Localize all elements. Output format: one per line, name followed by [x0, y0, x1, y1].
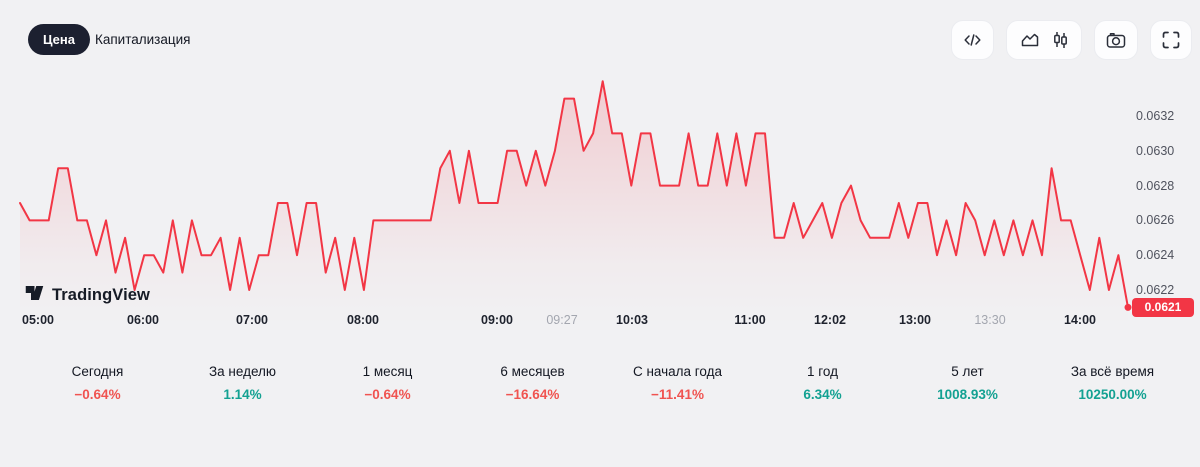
x-tick: 13:00	[899, 313, 931, 327]
chart-line	[19, 80, 1129, 309]
stat-month: 1 месяц −0.64%	[315, 363, 460, 404]
stat-value: 6.34%	[803, 387, 842, 402]
stat-label: 6 месяцев	[500, 364, 565, 379]
last-price-badge: 0.0621	[1132, 297, 1194, 317]
snapshot-button[interactable]	[1094, 20, 1138, 60]
last-price-dot	[1124, 303, 1132, 311]
x-tick: 13:30	[974, 313, 1006, 327]
chart-toolbar	[951, 20, 1192, 60]
stat-label: 1 год	[807, 364, 838, 379]
x-tick: 10:03	[616, 313, 648, 327]
stat-ytd: С начала года −11.41%	[605, 363, 750, 404]
stat-label: За неделю	[208, 364, 277, 379]
y-tick: 0.0630	[1136, 143, 1175, 158]
y-tick: 0.0624	[1136, 248, 1175, 263]
performance-stats: Сегодня −0.64% За неделю 1.14% 1 месяц −…	[25, 363, 1185, 404]
stat-value: 10250.00%	[1078, 387, 1147, 402]
stat-value: 1008.93%	[937, 387, 998, 402]
embed-code-button[interactable]	[951, 20, 994, 60]
tab-price-label: Цена	[43, 32, 75, 47]
stat-6months: 6 месяцев −16.64%	[460, 363, 605, 404]
x-tick: 05:00	[22, 313, 54, 327]
y-tick: 0.0622	[1136, 283, 1175, 297]
stat-value: −0.64%	[74, 387, 121, 402]
stat-label: Сегодня	[71, 364, 124, 379]
fullscreen-icon	[1162, 31, 1180, 49]
x-tick: 09:27	[546, 313, 578, 327]
x-tick: 14:00	[1064, 313, 1096, 327]
x-axis: 05:00 06:00 07:00 08:00 09:00 09:27 10:0…	[0, 313, 1200, 331]
stat-year: 1 год 6.34%	[750, 363, 895, 404]
x-tick: 06:00	[127, 313, 159, 327]
stat-value: −0.64%	[364, 387, 411, 402]
stat-label: 5 лет	[951, 364, 984, 379]
y-tick: 0.0632	[1136, 109, 1175, 123]
tradingview-watermark[interactable]: TradingView	[24, 284, 150, 307]
stat-value: −16.64%	[505, 387, 560, 402]
chart-style-area-icon[interactable]	[1021, 32, 1039, 48]
stat-today: Сегодня −0.64%	[25, 363, 170, 404]
tab-price[interactable]: Цена	[28, 24, 90, 55]
stat-label: За всё время	[1070, 364, 1155, 379]
chart-area-fill	[20, 81, 1128, 332]
chart-style-candles-icon[interactable]	[1053, 31, 1068, 49]
x-tick: 11:00	[734, 313, 766, 327]
fullscreen-button[interactable]	[1150, 20, 1192, 60]
stat-5years: 5 лет 1008.93%	[895, 363, 1040, 404]
price-line-chart[interactable]	[0, 0, 1200, 345]
y-tick: 0.0626	[1136, 213, 1175, 228]
tradingview-logo-icon	[24, 284, 45, 307]
x-tick: 08:00	[347, 313, 379, 327]
camera-icon	[1106, 31, 1126, 49]
x-tick: 09:00	[481, 313, 513, 327]
embed-code-icon	[963, 31, 982, 49]
stat-label: 1 месяц	[362, 364, 413, 379]
tab-capitalization-label: Капитализация	[95, 32, 191, 47]
x-tick: 12:02	[814, 313, 846, 327]
stat-label: С начала года	[632, 364, 723, 379]
tradingview-logo-text: TradingView	[52, 286, 150, 304]
chart-style-switcher	[1006, 20, 1082, 60]
stat-value: 1.14%	[223, 387, 262, 402]
stat-value: −11.41%	[651, 387, 704, 402]
stat-alltime: За всё время 10250.00%	[1040, 363, 1185, 404]
tab-capitalization[interactable]: Капитализация	[95, 24, 190, 55]
stat-week: За неделю 1.14%	[170, 363, 315, 404]
x-tick: 07:00	[236, 313, 268, 327]
y-tick: 0.0628	[1136, 178, 1175, 193]
